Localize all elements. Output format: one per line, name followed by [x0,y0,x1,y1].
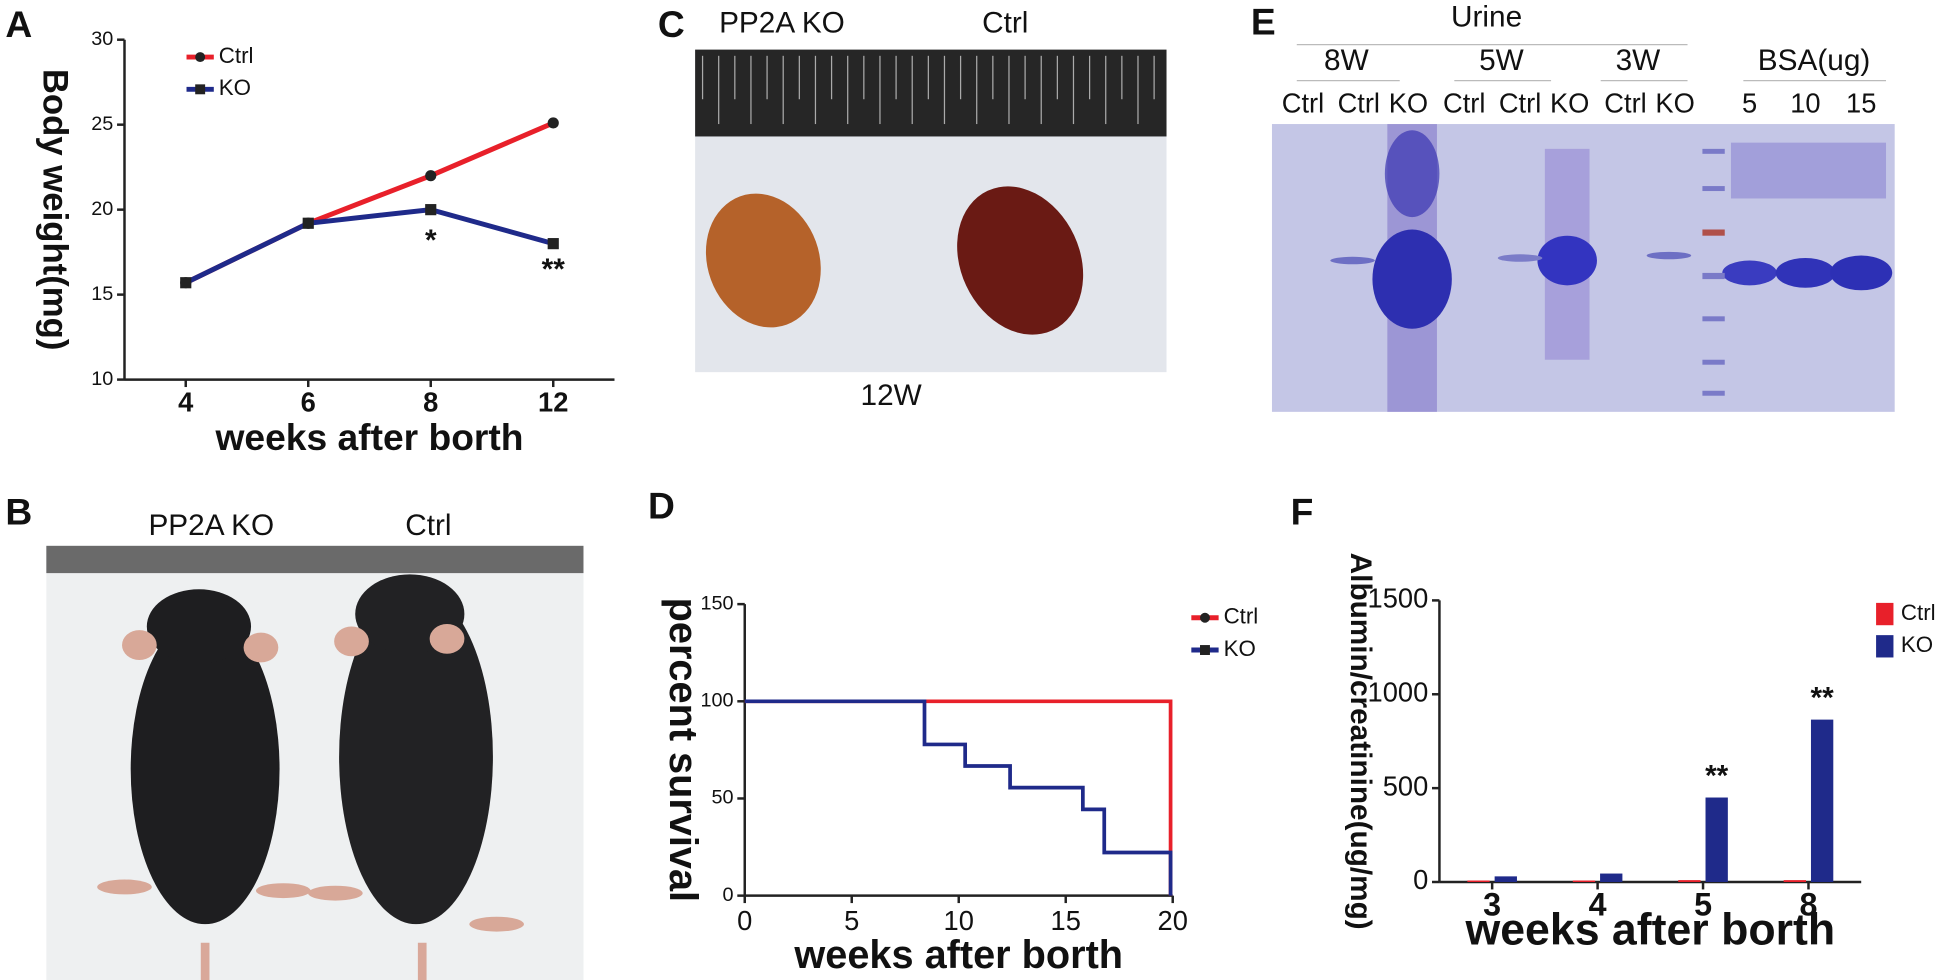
photo-kidneys [695,49,1167,373]
gel-lane-label: Ctrl [1443,88,1485,119]
x-tick-label: 4 [178,387,194,418]
bar [1810,719,1834,882]
legend-marker [1200,645,1210,655]
x-tick-label: 3 [1483,886,1501,922]
y-tick-label: 1500 [1368,583,1429,614]
gel-title: Urine [1451,0,1522,33]
x-axis-label: weeks after borth [1464,906,1835,955]
gel-lane-label: Ctrl [1604,88,1646,119]
marker [425,204,437,216]
x-tick-label: 8 [423,387,438,418]
panel-label: C [658,3,685,45]
x-tick-label: 20 [1158,905,1188,936]
y-tick-label: 50 [712,787,734,809]
photo-mice [46,545,584,980]
y-tick-label: 10 [91,368,113,390]
bar [1678,880,1701,882]
gel-group: 3W [1616,44,1661,77]
legend-label: Ctrl [219,43,254,68]
legend-swatch [1876,635,1894,658]
legend-marker [195,84,206,95]
bar [1705,797,1728,882]
gel-lane-label: KO [1389,88,1428,119]
legend-swatch [1876,602,1894,626]
photo-label: Ctrl [982,7,1028,40]
y-tick-label: 150 [700,592,733,614]
y-tick-label: 30 [91,28,113,50]
marker [180,277,192,289]
y-axis-label: Albumin/creatinine(ug/mg) [1344,553,1377,930]
y-tick-label: 0 [1413,864,1428,895]
bar [1467,880,1490,882]
bar [1494,876,1517,882]
y-tick-label: 100 [700,690,733,712]
photo-label: PP2A KO [148,509,274,542]
photo-label: PP2A KO [719,7,845,40]
gel-group: 8W [1324,44,1369,77]
annotation: ** [1811,682,1835,715]
y-tick-label: 0 [723,884,734,906]
survival-curve [744,699,1173,896]
gel-lane-label: Ctrl [1282,88,1324,119]
x-axis-label: weeks after borth [793,933,1123,977]
survival-curve [744,699,1173,896]
bar [1572,880,1596,882]
x-tick-label: 8 [1800,886,1818,922]
panel-label: A [5,3,32,45]
gel-lane-label: KO [1655,88,1694,119]
gel-lane-label: KO [1550,88,1589,119]
y-tick-label: 15 [91,283,113,305]
x-tick-label: 10 [944,905,974,936]
y-axis-label: percent survival [661,598,705,902]
x-tick-label: 5 [1694,886,1712,922]
gel-group: BSA(ug) [1758,44,1871,77]
annotation: * [425,224,437,257]
legend-label: Ctrl [1901,600,1936,625]
panel-label: E [1251,1,1276,43]
y-tick-label: 1000 [1368,676,1429,707]
legend-label: KO [1224,636,1256,661]
marker [425,170,437,182]
y-tick-label: 500 [1383,770,1429,801]
panel-label: D [648,484,675,526]
marker [547,117,559,129]
bar [1600,873,1623,882]
x-tick-label: 6 [301,387,316,418]
x-tick-label: 0 [737,905,752,936]
panel-label: B [5,491,32,533]
gel-lane-label: 15 [1846,88,1876,119]
y-tick-label: 25 [91,113,113,135]
x-tick-label: 5 [844,905,859,936]
legend-label: KO [219,75,251,100]
x-tick-label: 12 [538,387,568,418]
gel-lane-label: 5 [1742,88,1757,119]
gel-image [1271,124,1895,412]
marker [547,238,559,250]
panel-label: F [1291,491,1314,533]
marker [302,217,314,229]
y-axis-label: Body weight(mg) [35,69,73,351]
gel-lane-label: 10 [1790,88,1820,119]
legend-label: Ctrl [1224,604,1259,629]
gel-lane-label: Ctrl [1499,88,1541,119]
gel-lane-label: Ctrl [1338,88,1380,119]
bar [1783,880,1806,882]
series-line [184,207,554,285]
annotation: ** [1705,760,1729,793]
series-line [184,120,555,285]
x-axis-label: weeks after borth [214,416,523,458]
photo-caption: 12W [861,379,922,412]
y-tick-label: 20 [91,198,113,220]
photo-label: Ctrl [405,509,451,542]
x-tick-label: 4 [1589,886,1607,922]
legend-marker [1200,612,1210,623]
legend-marker [195,52,206,63]
legend-label: KO [1901,632,1933,657]
annotation: ** [542,253,566,286]
x-tick-label: 15 [1051,905,1081,936]
gel-group: 5W [1479,44,1524,77]
